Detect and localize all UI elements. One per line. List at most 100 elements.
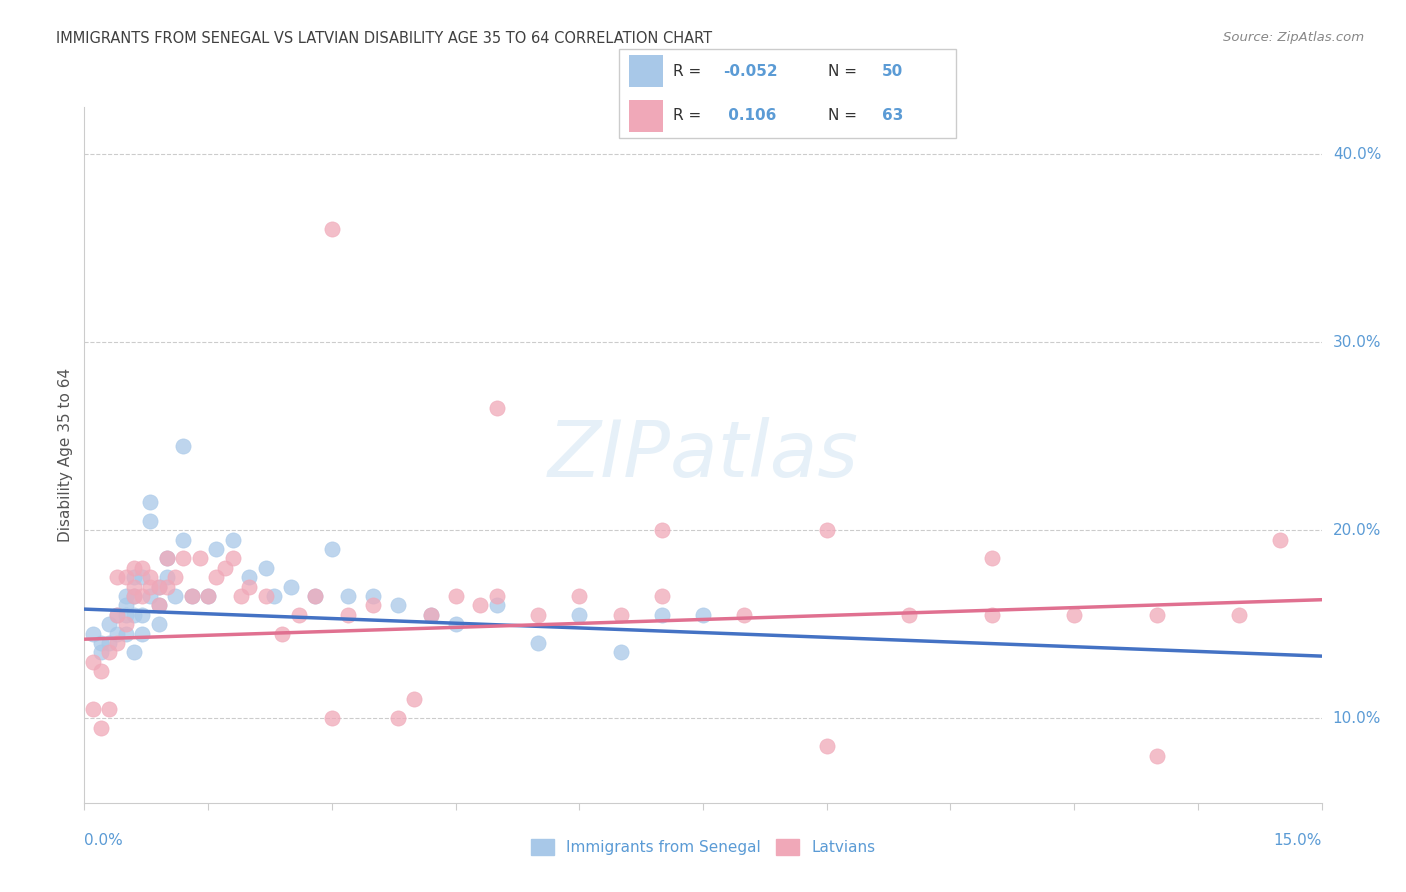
Point xyxy=(98,702,121,716)
Point xyxy=(485,401,508,415)
Point xyxy=(444,589,467,603)
Point xyxy=(271,626,294,640)
Text: 50: 50 xyxy=(882,64,903,78)
Point xyxy=(188,551,211,566)
Point xyxy=(222,533,245,547)
Point xyxy=(692,607,714,622)
Point xyxy=(156,570,179,584)
Point xyxy=(337,607,360,622)
Point xyxy=(114,626,136,640)
Point xyxy=(148,617,170,632)
Point xyxy=(114,599,136,613)
Point xyxy=(82,626,104,640)
Text: IMMIGRANTS FROM SENEGAL VS LATVIAN DISABILITY AGE 35 TO 64 CORRELATION CHART: IMMIGRANTS FROM SENEGAL VS LATVIAN DISAB… xyxy=(56,31,713,46)
Point xyxy=(114,589,136,603)
Point xyxy=(238,570,260,584)
Text: N =: N = xyxy=(828,109,862,123)
Text: -0.052: -0.052 xyxy=(723,64,778,78)
Point xyxy=(82,702,104,716)
Point xyxy=(131,570,153,584)
Point xyxy=(304,589,326,603)
Point xyxy=(419,607,441,622)
Point xyxy=(172,438,194,452)
Y-axis label: Disability Age 35 to 64: Disability Age 35 to 64 xyxy=(58,368,73,542)
Point xyxy=(568,607,591,622)
Text: ZIPatlas: ZIPatlas xyxy=(547,417,859,493)
Point xyxy=(238,580,260,594)
Point xyxy=(180,589,202,603)
Point xyxy=(321,222,343,236)
Point xyxy=(568,589,591,603)
Point xyxy=(980,551,1002,566)
Text: R =: R = xyxy=(672,64,706,78)
Point xyxy=(898,607,921,622)
FancyBboxPatch shape xyxy=(619,49,956,138)
Point xyxy=(527,636,550,650)
Point xyxy=(139,580,162,594)
Point xyxy=(122,570,145,584)
Point xyxy=(288,607,311,622)
Point xyxy=(139,589,162,603)
Point xyxy=(1270,533,1292,547)
Point xyxy=(197,589,219,603)
Point xyxy=(651,607,673,622)
Point xyxy=(470,599,492,613)
Point xyxy=(165,589,187,603)
Point xyxy=(139,495,162,509)
Point xyxy=(82,655,104,669)
Text: 63: 63 xyxy=(882,109,903,123)
Point xyxy=(609,607,631,622)
Point xyxy=(131,607,153,622)
Point xyxy=(214,560,236,574)
Point xyxy=(98,645,121,659)
Text: 10.0%: 10.0% xyxy=(1333,711,1381,726)
Point xyxy=(90,664,112,678)
Point xyxy=(148,599,170,613)
Point xyxy=(156,580,179,594)
Point xyxy=(148,599,170,613)
Point xyxy=(205,541,228,556)
Point xyxy=(148,580,170,594)
Point xyxy=(205,570,228,584)
Point xyxy=(122,645,145,659)
Legend: Immigrants from Senegal, Latvians: Immigrants from Senegal, Latvians xyxy=(524,833,882,862)
Point xyxy=(444,617,467,632)
Point xyxy=(172,533,194,547)
Point xyxy=(122,607,145,622)
Point xyxy=(321,541,343,556)
Point xyxy=(197,589,219,603)
Text: 30.0%: 30.0% xyxy=(1333,334,1381,350)
Point xyxy=(485,599,508,613)
Point xyxy=(172,551,194,566)
Point xyxy=(122,589,145,603)
Point xyxy=(1146,607,1168,622)
Point xyxy=(361,599,384,613)
FancyBboxPatch shape xyxy=(628,100,662,132)
Point xyxy=(165,570,187,584)
Point xyxy=(815,523,838,537)
Point xyxy=(131,589,153,603)
Point xyxy=(114,617,136,632)
Point xyxy=(139,570,162,584)
Point xyxy=(815,739,838,754)
Point xyxy=(651,589,673,603)
Point xyxy=(254,589,277,603)
Point xyxy=(527,607,550,622)
Point xyxy=(733,607,755,622)
Point xyxy=(122,589,145,603)
Point xyxy=(404,692,426,706)
Point xyxy=(156,551,179,566)
Point xyxy=(1146,748,1168,763)
Point xyxy=(485,589,508,603)
Point xyxy=(361,589,384,603)
Point xyxy=(98,617,121,632)
Point xyxy=(222,551,245,566)
Point xyxy=(131,626,153,640)
Text: Source: ZipAtlas.com: Source: ZipAtlas.com xyxy=(1223,31,1364,45)
Point xyxy=(156,551,179,566)
Point xyxy=(114,607,136,622)
FancyBboxPatch shape xyxy=(628,55,662,87)
Point xyxy=(105,570,128,584)
Point xyxy=(90,721,112,735)
Point xyxy=(1063,607,1085,622)
